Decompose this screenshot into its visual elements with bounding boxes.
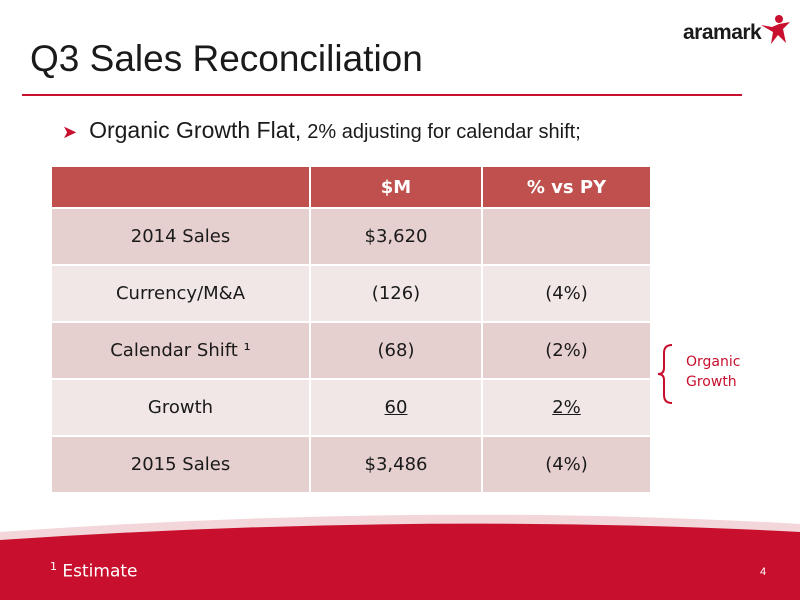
row-label: 2015 Sales: [50, 435, 311, 494]
row-value-underlined: 60: [384, 397, 408, 418]
row-pct: (2%): [481, 321, 652, 380]
table-header-row: $M % vs PY: [50, 165, 652, 209]
header-cell-label: [50, 165, 311, 209]
bullet-point: ➤ Organic Growth Flat, 2% adjusting for …: [62, 117, 581, 144]
table-row: 2014 Sales $3,620: [50, 207, 652, 266]
row-value: (126): [309, 264, 483, 323]
bullet-sub-text: 2% adjusting for calendar shift;: [307, 121, 581, 143]
reconciliation-table: $M % vs PY 2014 Sales $3,620 Currency/M&…: [50, 165, 652, 494]
logo-text: aramark: [683, 21, 762, 44]
title-divider: [22, 94, 742, 96]
header-cell-value: $M: [309, 165, 483, 209]
row-pct-underlined: 2%: [552, 397, 581, 418]
organic-growth-annotation: Organic Growth: [686, 352, 740, 392]
row-value: 60: [309, 378, 483, 437]
annotation-line-2: Growth: [686, 374, 737, 390]
arrow-bullet-icon: ➤: [62, 122, 78, 142]
row-value: (68): [309, 321, 483, 380]
row-label: Growth: [50, 378, 311, 437]
table-row: 2015 Sales $3,486 (4%): [50, 435, 652, 494]
row-value: $3,620: [309, 207, 483, 266]
bullet-main-text: Organic Growth Flat,: [89, 117, 302, 143]
row-label: Currency/M&A: [50, 264, 311, 323]
row-pct: 2%: [481, 378, 652, 437]
table-row: Currency/M&A (126) (4%): [50, 264, 652, 323]
table-row: Growth 60 2%: [50, 378, 652, 437]
row-pct: (4%): [481, 435, 652, 494]
header-cell-pct: % vs PY: [481, 165, 652, 209]
footer-swoosh: [0, 514, 800, 600]
row-label: 2014 Sales: [50, 207, 311, 266]
annotation-line-1: Organic: [686, 354, 741, 370]
footnote-mark: 1: [50, 560, 57, 573]
aramark-logo: aramark: [683, 12, 793, 46]
row-value: $3,486: [309, 435, 483, 494]
table-row: Calendar Shift ¹ (68) (2%): [50, 321, 652, 380]
page-number: 4: [760, 566, 767, 578]
aramark-star-figure-icon: [761, 15, 790, 44]
row-pct: (4%): [481, 264, 652, 323]
footnote: 1 Estimate: [50, 560, 138, 582]
organic-growth-brace-icon: [657, 344, 673, 404]
row-pct: [481, 207, 652, 266]
row-label: Calendar Shift ¹: [50, 321, 311, 380]
footnote-text: Estimate: [62, 561, 138, 582]
slide-title: Q3 Sales Reconciliation: [30, 38, 423, 79]
